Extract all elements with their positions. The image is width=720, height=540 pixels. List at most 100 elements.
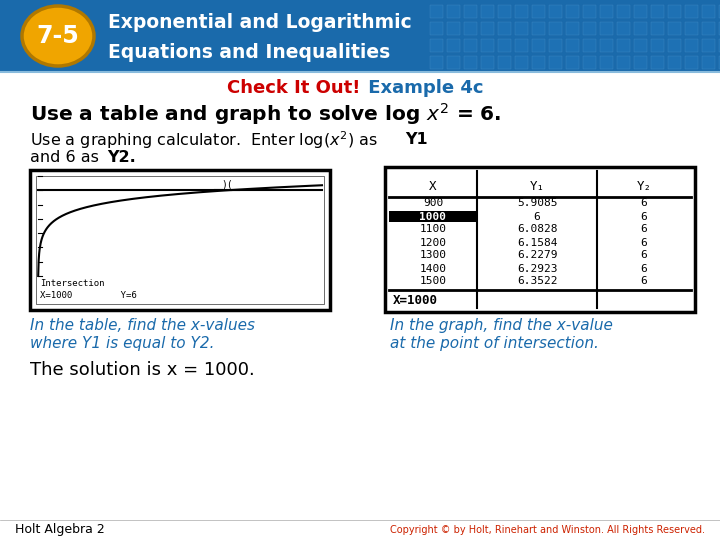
Bar [464, 56, 477, 69]
Bar [719, 39, 720, 52]
Text: 1100: 1100 [420, 225, 446, 234]
Bar [719, 56, 720, 69]
Bar [447, 5, 460, 18]
Bar [685, 56, 698, 69]
Bar [515, 22, 528, 35]
Bar [651, 56, 664, 69]
Bar [464, 39, 477, 52]
Bar [389, 211, 477, 222]
Text: 6.2279: 6.2279 [517, 251, 557, 260]
Bar [685, 22, 698, 35]
Text: 6: 6 [641, 238, 647, 247]
Bar [668, 22, 681, 35]
Bar [498, 56, 511, 69]
Bar [0, 0, 720, 72]
Text: Equations and Inequalities: Equations and Inequalities [108, 43, 390, 62]
Bar [634, 39, 647, 52]
Bar [566, 56, 579, 69]
Bar [651, 39, 664, 52]
Bar [515, 39, 528, 52]
Bar [702, 22, 715, 35]
Bar [532, 56, 545, 69]
Text: 6.1584: 6.1584 [517, 238, 557, 247]
Text: X: X [429, 180, 437, 193]
Text: In the graph, find the x-value: In the graph, find the x-value [390, 318, 613, 333]
Text: 6.0828: 6.0828 [517, 225, 557, 234]
Text: 6: 6 [641, 225, 647, 234]
Bar [549, 56, 562, 69]
Bar [600, 56, 613, 69]
Text: Y₂: Y₂ [636, 180, 652, 193]
Bar [385, 167, 695, 312]
Bar [617, 22, 630, 35]
Bar [600, 39, 613, 52]
Bar [719, 22, 720, 35]
Bar [617, 5, 630, 18]
Text: Y₁: Y₁ [529, 180, 544, 193]
Bar [668, 5, 681, 18]
Bar [430, 5, 443, 18]
Text: Intersection: Intersection [40, 280, 104, 288]
Bar [30, 170, 330, 310]
Bar [498, 39, 511, 52]
Bar [634, 22, 647, 35]
Text: 1200: 1200 [420, 238, 446, 247]
Bar [651, 5, 664, 18]
Bar [634, 5, 647, 18]
Text: Use a table and graph to solve log $x^2$ = 6.: Use a table and graph to solve log $x^2$… [30, 101, 501, 127]
Text: Y2.: Y2. [107, 151, 136, 165]
Text: The solution is x = 1000.: The solution is x = 1000. [30, 361, 255, 379]
Bar [583, 5, 596, 18]
Text: 6: 6 [534, 212, 541, 221]
Bar [702, 5, 715, 18]
Bar [532, 5, 545, 18]
Text: 900: 900 [423, 199, 443, 208]
Bar [566, 39, 579, 52]
Text: Copyright © by Holt, Rinehart and Winston. All Rights Reserved.: Copyright © by Holt, Rinehart and Winsto… [390, 525, 705, 535]
Text: Example 4c: Example 4c [362, 79, 484, 97]
Text: 6: 6 [641, 199, 647, 208]
Bar [498, 5, 511, 18]
Bar [36, 176, 324, 304]
Text: Holt Algebra 2: Holt Algebra 2 [15, 523, 104, 537]
Bar [515, 56, 528, 69]
Bar [481, 22, 494, 35]
Bar [447, 56, 460, 69]
Bar [532, 39, 545, 52]
Bar [447, 22, 460, 35]
Text: X=1000: X=1000 [393, 294, 438, 307]
Bar [668, 56, 681, 69]
Text: where Y1 is equal to Y2.: where Y1 is equal to Y2. [30, 336, 215, 351]
Text: X=1000         Y=6: X=1000 Y=6 [40, 291, 137, 300]
Bar [430, 22, 443, 35]
Text: 6.3522: 6.3522 [517, 276, 557, 287]
Bar [685, 39, 698, 52]
Bar [634, 56, 647, 69]
Text: Y1: Y1 [405, 132, 428, 147]
Text: 1300: 1300 [420, 251, 446, 260]
Bar [549, 39, 562, 52]
Bar [702, 39, 715, 52]
Text: Check It Out!: Check It Out! [227, 79, 360, 97]
Bar [532, 22, 545, 35]
Bar [481, 39, 494, 52]
Bar [702, 56, 715, 69]
Text: 6.2923: 6.2923 [517, 264, 557, 273]
Bar [617, 39, 630, 52]
Bar [600, 5, 613, 18]
Bar [719, 5, 720, 18]
Text: 6: 6 [641, 251, 647, 260]
Text: 6: 6 [641, 212, 647, 221]
Bar [583, 56, 596, 69]
Bar [566, 5, 579, 18]
Ellipse shape [22, 6, 94, 66]
Text: at the point of intersection.: at the point of intersection. [390, 336, 599, 351]
Text: 7-5: 7-5 [37, 24, 79, 48]
Bar [668, 39, 681, 52]
Text: )(: )( [222, 179, 233, 190]
Bar [583, 39, 596, 52]
Text: In the table, find the x-values: In the table, find the x-values [30, 318, 255, 333]
Bar [651, 22, 664, 35]
Bar [481, 5, 494, 18]
Text: 1400: 1400 [420, 264, 446, 273]
